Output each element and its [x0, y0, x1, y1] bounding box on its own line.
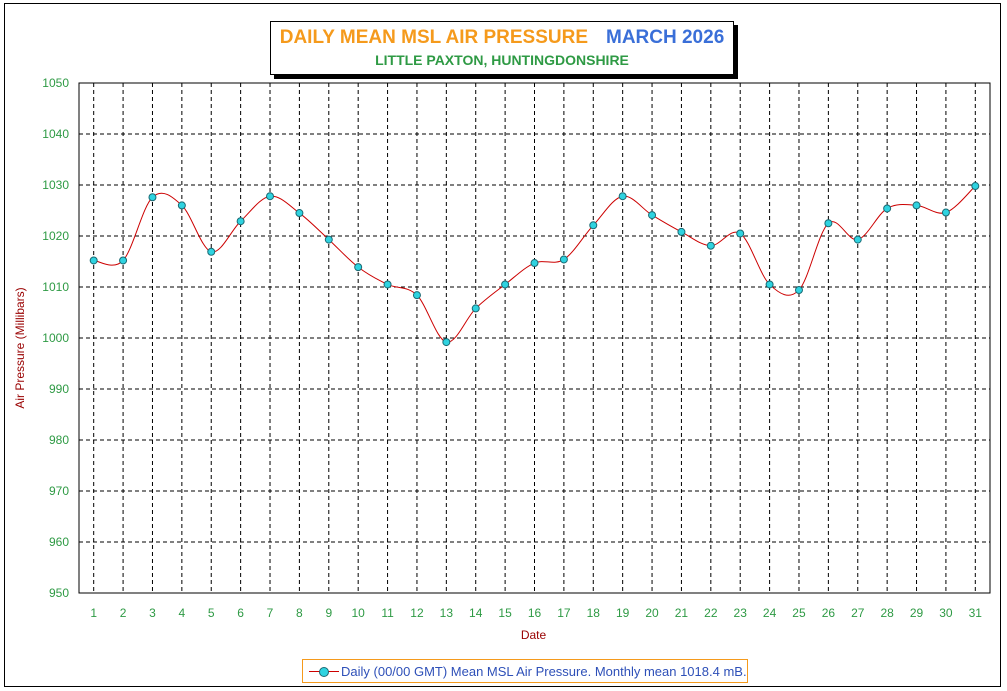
data-point	[207, 247, 216, 256]
x-tick-label: 4	[179, 606, 186, 620]
chart-frame	[4, 3, 1001, 687]
legend-entry: Daily (00/00 GMT) Mean MSL Air Pressure.…	[341, 664, 747, 679]
x-tick-label: 10	[351, 606, 365, 620]
data-point	[883, 204, 892, 213]
y-tick-label: 1010	[42, 280, 69, 294]
plot-area-border	[78, 82, 991, 594]
data-point	[412, 291, 421, 300]
x-tick-label: 24	[763, 606, 777, 620]
y-tick-label: 990	[49, 382, 69, 396]
x-tick-label: 5	[208, 606, 215, 620]
data-point	[295, 209, 304, 218]
data-point	[765, 280, 774, 289]
x-tick-label: 28	[880, 606, 894, 620]
x-tick-label: 13	[440, 606, 454, 620]
data-point	[89, 256, 98, 265]
x-tick-label: 6	[237, 606, 244, 620]
x-tick-label: 26	[822, 606, 836, 620]
data-point	[383, 280, 392, 289]
data-point	[618, 192, 627, 201]
x-tick-label: 14	[469, 606, 483, 620]
data-point	[912, 201, 921, 210]
data-point	[706, 241, 715, 250]
x-tick-label: 23	[734, 606, 748, 620]
data-point	[794, 286, 803, 295]
y-tick-label: 980	[49, 433, 69, 447]
legend: Daily (00/00 GMT) Mean MSL Air Pressure.…	[302, 659, 748, 683]
chart-title-line: DAILY MEAN MSL AIR PRESSURE MARCH 2026	[271, 27, 733, 49]
y-tick-label: 950	[49, 586, 69, 600]
x-tick-label: 11	[381, 606, 394, 620]
x-tick-label: 16	[528, 606, 542, 620]
chart-subtitle: LITTLE PAXTON, HUNTINGDONSHIRE	[375, 52, 629, 68]
chart-title-month: MARCH 2026	[606, 27, 725, 48]
x-tick-label: 30	[939, 606, 953, 620]
chart-title-box: DAILY MEAN MSL AIR PRESSURE MARCH 2026 LI…	[270, 21, 734, 75]
data-point	[589, 221, 598, 230]
x-tick-label: 12	[410, 606, 424, 620]
x-tick-label: 27	[851, 606, 865, 620]
data-point	[471, 304, 480, 313]
data-point	[354, 263, 363, 272]
x-tick-label: 8	[296, 606, 303, 620]
legend-marker-swatch	[319, 667, 329, 677]
y-tick-label: 1020	[42, 229, 69, 243]
y-tick-label: 1000	[42, 331, 69, 345]
x-tick-label: 21	[675, 606, 689, 620]
data-point	[941, 208, 950, 217]
y-tick-label: 970	[49, 484, 69, 498]
x-tick-label: 19	[616, 606, 630, 620]
x-tick-label: 2	[120, 606, 127, 620]
data-point	[648, 211, 657, 220]
data-point	[530, 259, 539, 268]
chart-title: DAILY MEAN MSL AIR PRESSURE	[279, 27, 588, 48]
x-tick-label: 1	[90, 606, 97, 620]
x-tick-label: 18	[587, 606, 601, 620]
x-tick-label: 20	[645, 606, 659, 620]
data-point	[559, 255, 568, 264]
x-tick-label: 9	[325, 606, 332, 620]
data-point	[677, 227, 686, 236]
x-tick-label: 29	[910, 606, 924, 620]
data-point	[853, 235, 862, 244]
y-tick-label: 1040	[42, 127, 69, 141]
data-point	[442, 338, 451, 347]
data-point	[971, 182, 980, 191]
data-point	[148, 193, 157, 202]
data-point	[266, 192, 275, 201]
data-point	[324, 235, 333, 244]
data-point	[736, 229, 745, 238]
data-point	[119, 256, 128, 265]
y-tick-label: 1030	[42, 178, 69, 192]
y-tick-label: 1050	[42, 76, 69, 90]
x-tick-label: 25	[792, 606, 806, 620]
x-tick-label: 31	[969, 606, 983, 620]
x-tick-label: 22	[704, 606, 718, 620]
x-tick-label: 17	[557, 606, 571, 620]
x-tick-label: 3	[149, 606, 156, 620]
data-point	[824, 219, 833, 228]
data-point	[236, 217, 245, 226]
y-tick-label: 960	[49, 535, 69, 549]
x-tick-label: 15	[498, 606, 512, 620]
y-axis-label: Air Pressure (Millibars)	[13, 287, 27, 408]
x-axis-label: Date	[521, 628, 547, 642]
x-tick-label: 7	[267, 606, 274, 620]
data-point	[177, 201, 186, 210]
data-point	[501, 280, 510, 289]
